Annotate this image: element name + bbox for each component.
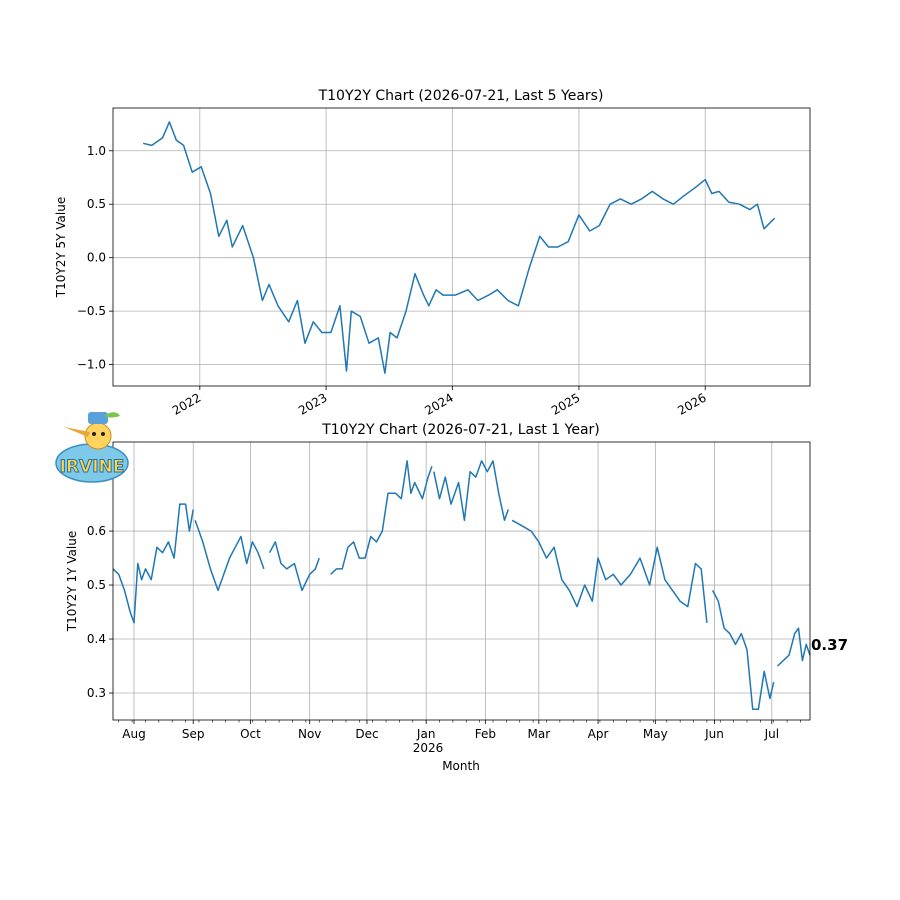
- series-lines-1-year: [112, 460, 811, 710]
- y-tick-label: 0.4: [87, 632, 106, 646]
- x-tick-label: Jan: [416, 727, 436, 741]
- last-value-label: 0.37: [811, 636, 848, 654]
- plot-frame-5-year: [112, 107, 811, 387]
- x-tick-label: Feb: [475, 727, 496, 741]
- y-tick-label: 0.3: [87, 686, 106, 700]
- series-line-segment: [511, 519, 708, 623]
- chart-title-5-year: T10Y2Y Chart (2026-07-21, Last 5 Years): [318, 88, 604, 104]
- y-tick-label: 0.6: [87, 524, 106, 538]
- y-axis-label-1-year: T10Y2Y 1Y Value: [65, 531, 79, 632]
- x-tick-label: Oct: [240, 727, 261, 741]
- grid-1-year: [113, 442, 810, 720]
- series-line-segment: [112, 503, 194, 624]
- y-tick-label: 1.0: [87, 144, 106, 158]
- x-tick-label: Apr: [588, 727, 609, 741]
- x-tick-label: Nov: [298, 727, 321, 741]
- series-line-segment: [194, 520, 265, 592]
- series-line-segment: [776, 627, 811, 667]
- grid-5-year: [113, 108, 810, 386]
- y-tick-label: 0.5: [87, 197, 106, 211]
- series-line-segment: [433, 460, 510, 522]
- y-tick-label: 0.0: [87, 251, 106, 265]
- y-tick-label: 0.5: [87, 578, 106, 592]
- ticks-1-year: 0.3 0.4 0.5 0.6 Aug Sep Oct Nov Dec Jan Feb Mar Apr M…: [87, 524, 801, 741]
- x-tick-label: Jul: [764, 727, 779, 741]
- x-axis-label-1-year: Month: [442, 759, 480, 773]
- y-tick-label: −1.0: [77, 358, 106, 372]
- x-tick-label: Jun: [704, 727, 724, 741]
- year-label-1-year: 2026: [413, 741, 444, 755]
- series-line-segment: [711, 590, 775, 710]
- x-tick-label: Aug: [122, 727, 145, 741]
- series-line-segment: [268, 541, 320, 592]
- y-tick-label: −0.5: [77, 304, 106, 318]
- plot-frame-1-year: [112, 441, 811, 721]
- series-line-segment: [330, 460, 433, 575]
- x-tick-label: May: [643, 727, 668, 741]
- svg-text:IRVINE: IRVINE: [60, 457, 125, 477]
- series-line-5-year: [142, 121, 776, 374]
- chart-1-year: 0.3 0.4 0.5 0.6 Aug Sep Oct Nov Dec Jan Feb Mar Apr M…: [65, 422, 848, 773]
- x-tick-label: Mar: [528, 727, 551, 741]
- y-axis-label-5-year: T10Y2Y 5Y Value: [54, 197, 68, 298]
- x-tick-label: Dec: [355, 727, 378, 741]
- x-tick-label: Sep: [182, 727, 205, 741]
- chart-title-1-year: T10Y2Y Chart (2026-07-21, Last 1 Year): [321, 422, 600, 438]
- mascot-logo: IRVINE: [55, 412, 129, 483]
